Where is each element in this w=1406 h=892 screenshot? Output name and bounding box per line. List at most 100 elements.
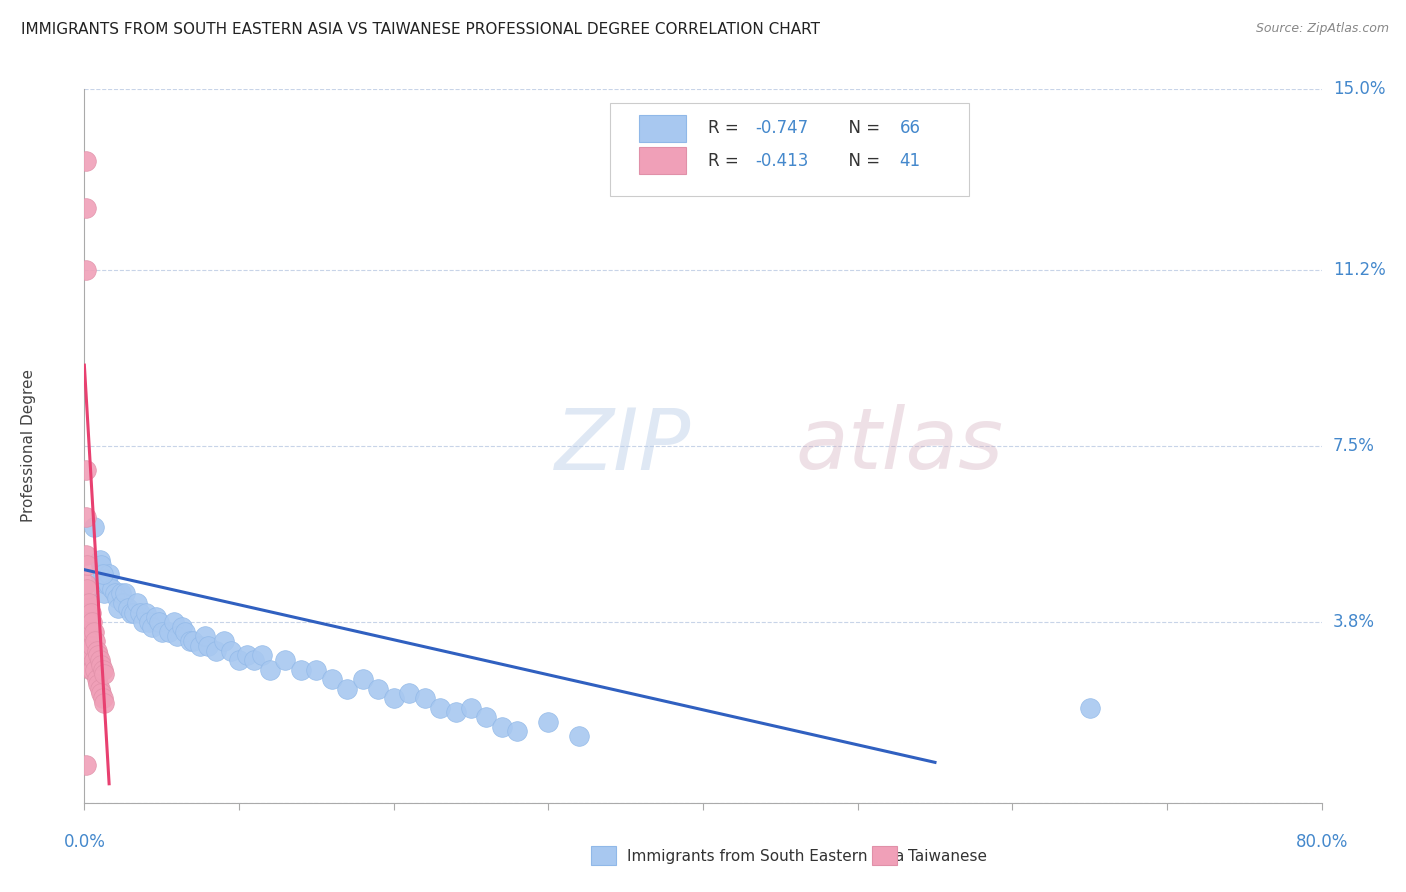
Point	[75, 153, 97, 168]
Point	[1078, 700, 1101, 714]
Point	[75, 596, 97, 610]
Point	[84, 634, 107, 648]
Point	[87, 677, 110, 691]
Point	[122, 606, 145, 620]
Point	[117, 600, 139, 615]
Point	[141, 620, 163, 634]
Point	[166, 629, 188, 643]
Point	[86, 672, 108, 686]
Point	[170, 620, 193, 634]
Point	[75, 577, 97, 591]
Point	[413, 691, 436, 706]
Point	[75, 263, 97, 277]
Point	[138, 615, 160, 629]
Point	[336, 681, 359, 696]
Point	[75, 510, 97, 524]
Point	[107, 600, 129, 615]
Point	[159, 624, 180, 639]
Point	[194, 629, 217, 643]
Point	[91, 691, 114, 706]
Point	[84, 663, 107, 677]
Text: 7.5%: 7.5%	[1333, 437, 1375, 455]
Text: 66: 66	[900, 120, 921, 137]
Point	[243, 653, 266, 667]
Point	[120, 606, 142, 620]
Text: N =: N =	[838, 152, 886, 169]
Point	[98, 567, 121, 582]
Point	[93, 572, 115, 586]
Point	[90, 558, 112, 572]
Point	[132, 615, 155, 629]
Point	[89, 567, 111, 582]
Point	[274, 653, 297, 667]
Point	[290, 663, 312, 677]
Point	[89, 653, 111, 667]
Point	[352, 672, 374, 686]
Point	[150, 624, 173, 639]
Point	[76, 624, 98, 639]
Point	[75, 757, 97, 772]
Text: -0.747: -0.747	[755, 120, 808, 137]
Text: Source: ZipAtlas.com: Source: ZipAtlas.com	[1256, 22, 1389, 36]
Point	[79, 663, 101, 677]
Point	[93, 586, 115, 600]
Point	[77, 615, 100, 629]
Point	[83, 624, 105, 639]
Text: atlas: atlas	[796, 404, 1004, 488]
Text: Professional Degree: Professional Degree	[21, 369, 37, 523]
Point	[93, 696, 115, 710]
Point	[305, 663, 328, 677]
Point	[429, 700, 451, 714]
FancyBboxPatch shape	[610, 103, 969, 196]
Point	[382, 691, 405, 706]
Point	[82, 639, 104, 653]
Text: 0.0%: 0.0%	[63, 833, 105, 851]
Point	[90, 686, 112, 700]
Point	[101, 582, 124, 596]
Point	[82, 615, 104, 629]
Point	[91, 663, 114, 677]
Point	[96, 577, 118, 591]
Text: 11.2%: 11.2%	[1333, 261, 1385, 279]
Point	[94, 577, 117, 591]
Point	[76, 643, 98, 657]
Point	[506, 724, 529, 739]
Point	[250, 648, 273, 663]
Point	[135, 606, 157, 620]
Point	[181, 634, 204, 648]
Point	[129, 606, 152, 620]
Point	[163, 615, 186, 629]
Point	[79, 643, 101, 657]
Point	[91, 567, 114, 582]
Point	[76, 558, 98, 572]
Point	[219, 643, 242, 657]
Point	[76, 606, 98, 620]
Point	[87, 648, 110, 663]
Point	[105, 591, 128, 606]
Point	[444, 706, 467, 720]
Point	[125, 596, 148, 610]
Point	[77, 634, 100, 648]
Point	[398, 686, 420, 700]
Point	[77, 596, 100, 610]
Point	[537, 714, 560, 729]
Point	[212, 634, 235, 648]
Point	[104, 586, 127, 600]
Text: R =: R =	[709, 152, 744, 169]
Text: -0.413: -0.413	[755, 152, 808, 169]
Bar	[638, 115, 686, 142]
Point	[83, 653, 105, 667]
Text: Immigrants from South Eastern Asia: Immigrants from South Eastern Asia	[627, 849, 904, 863]
Bar	[638, 147, 686, 174]
Text: 80.0%: 80.0%	[1295, 833, 1348, 851]
Point	[82, 663, 104, 677]
Point	[76, 582, 98, 596]
Text: R =: R =	[709, 120, 744, 137]
Point	[148, 615, 170, 629]
Point	[89, 553, 111, 567]
Point	[75, 201, 97, 215]
Point	[89, 681, 111, 696]
Point	[79, 624, 101, 639]
Point	[77, 653, 100, 667]
Text: N =: N =	[838, 120, 886, 137]
